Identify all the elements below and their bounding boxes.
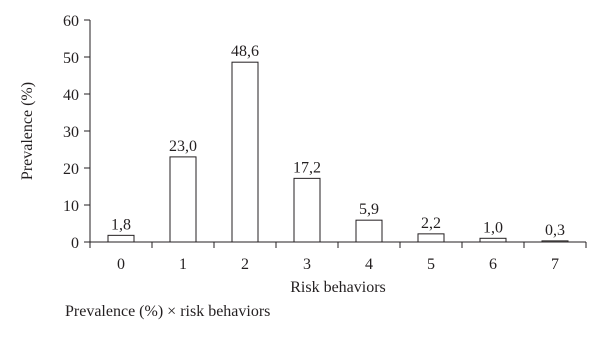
x-tick-label: 7 <box>551 256 559 273</box>
y-axis-title: Prevalence (%) <box>19 82 36 180</box>
x-axis-title: Risk behaviors <box>290 279 386 296</box>
y-tick-label: 0 <box>71 235 79 252</box>
x-tick-label: 2 <box>241 256 249 273</box>
y-axis: 0 10 20 30 40 50 60 <box>63 13 91 252</box>
bar <box>293 177 321 243</box>
data-label: 5,9 <box>359 201 379 218</box>
figure-caption: Prevalence (%) × risk behaviors <box>65 303 271 320</box>
data-label: 23,0 <box>169 138 197 155</box>
x-tick-label: 5 <box>427 256 435 273</box>
x-tick-label: 1 <box>179 256 187 273</box>
y-tick-label: 40 <box>63 87 79 104</box>
bar <box>417 233 445 243</box>
y-tick-label: 10 <box>63 198 79 215</box>
bar <box>479 237 507 243</box>
data-label: 0,3 <box>545 222 565 239</box>
data-label: 1,8 <box>111 216 131 233</box>
x-tick-label: 3 <box>303 256 311 273</box>
bars <box>107 61 569 243</box>
bar-chart: 0 10 20 30 40 50 60 0 1 2 3 4 5 6 7 1,8 23,0 48,6 17,2 5,… <box>19 13 587 296</box>
x-tick-label: 0 <box>117 256 125 273</box>
data-labels: 1,8 23,0 48,6 17,2 5,9 2,2 1,0 0,3 <box>111 43 565 239</box>
bar <box>231 61 259 243</box>
bar <box>107 234 135 243</box>
x-tick-label: 6 <box>489 256 497 273</box>
y-tick-label: 30 <box>63 124 79 141</box>
x-axis: 0 1 2 3 4 5 6 7 <box>89 241 587 273</box>
x-tick-label: 4 <box>365 256 373 273</box>
y-tick-label: 20 <box>63 161 79 178</box>
bar <box>169 156 197 243</box>
y-tick-label: 60 <box>63 13 79 30</box>
data-label: 48,6 <box>231 43 259 60</box>
data-label: 2,2 <box>421 215 441 232</box>
bar <box>355 219 383 243</box>
y-tick-label: 50 <box>63 50 79 67</box>
bar <box>541 240 569 243</box>
data-label: 17,2 <box>293 159 321 176</box>
data-label: 1,0 <box>483 219 503 236</box>
